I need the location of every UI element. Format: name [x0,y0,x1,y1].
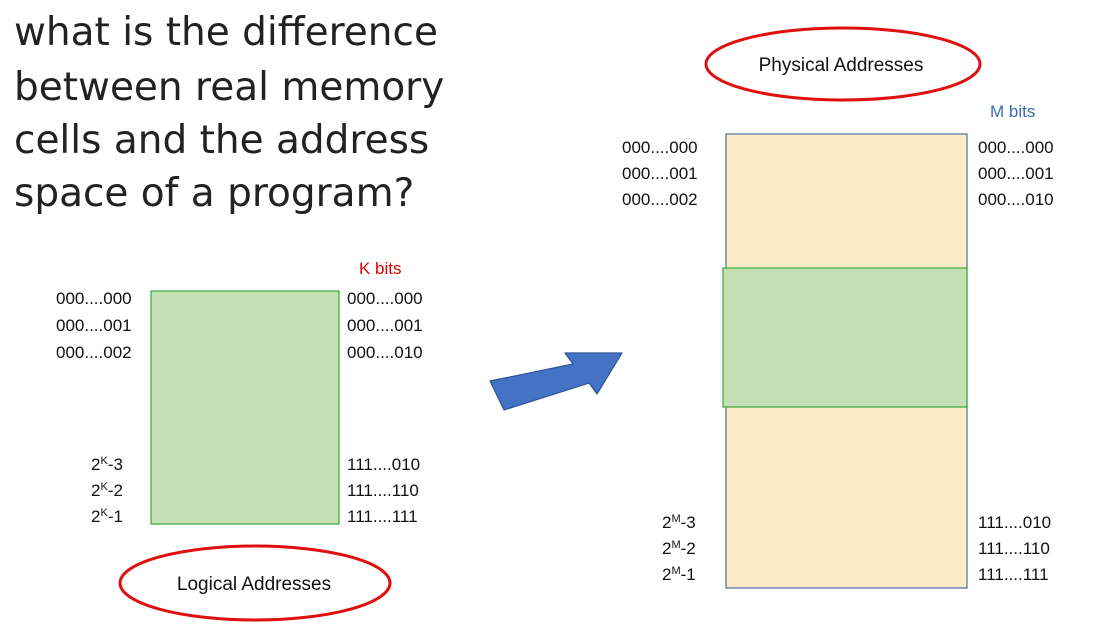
physical-right-address: 000....010 [978,190,1054,209]
power-base: 2 [91,455,100,474]
power-exponent: K [100,481,108,493]
power-suffix: -2 [108,481,123,500]
logical-memory-block [150,290,340,525]
title-line: space of a program? [14,171,414,216]
logical-left-power-address: 2K-3 [91,455,123,474]
physical-addresses-oval [704,26,982,102]
physical-right-address: 000....001 [978,164,1054,183]
logical-left-address: 000....000 [56,289,132,308]
logical-right-address: 111....010 [347,455,420,474]
logical-right-address: 000....000 [347,289,423,308]
power-exponent: M [671,513,680,525]
physical-left-power-address: 2M-1 [662,565,696,584]
physical-left-address: 000....002 [622,190,698,209]
physical-right-address: 000....000 [978,138,1054,157]
logical-left-power-address: 2K-2 [91,481,123,500]
power-base: 2 [662,565,671,584]
logical-right-address: 111....110 [347,481,419,500]
physical-left-power-address: 2M-3 [662,513,696,532]
physical-right-address: 111....010 [978,513,1051,532]
physical-addresses-label: Physical Addresses [759,55,924,76]
k-bits-label: K bits [359,259,402,278]
power-exponent: M [671,565,680,577]
physical-right-address: 111....110 [978,539,1050,558]
physical-left-address: 000....001 [622,164,698,183]
logical-right-address: 111....111 [347,507,418,526]
logical-right-address: 000....010 [347,343,423,362]
title-line: between real memory [14,65,444,110]
power-suffix: -3 [108,455,123,474]
power-exponent: K [100,455,108,467]
physical-left-address: 000....000 [622,138,698,157]
power-suffix: -1 [108,507,123,526]
logical-left-power-address: 2K-1 [91,507,123,526]
logical-addresses-label: Logical Addresses [177,574,331,595]
physical-right-address: 111....111 [978,565,1049,584]
power-exponent: K [100,507,108,519]
slide-title: what is the difference between real memo… [14,10,444,216]
logical-right-address: 000....001 [347,316,423,335]
power-base: 2 [662,513,671,532]
m-bits-label: M bits [990,102,1035,121]
power-suffix: -2 [681,539,696,558]
power-suffix: -3 [681,513,696,532]
logical-addresses-oval [118,544,392,622]
logical-left-address: 000....002 [56,343,132,362]
right-arrow-icon [489,352,623,411]
power-base: 2 [91,507,100,526]
physical-left-power-address: 2M-2 [662,539,696,558]
power-base: 2 [91,481,100,500]
logical-address-space: K bits 000....000 000....001 000....002 … [56,259,423,622]
power-suffix: -1 [681,565,696,584]
title-line: cells and the address [14,118,429,163]
power-base: 2 [662,539,671,558]
mapped-region-block [722,267,968,408]
title-line: what is the difference [14,10,438,55]
physical-address-space: Physical Addresses M bits 000....000 000… [622,26,1054,589]
logical-left-address: 000....001 [56,316,132,335]
power-exponent: M [671,539,680,551]
